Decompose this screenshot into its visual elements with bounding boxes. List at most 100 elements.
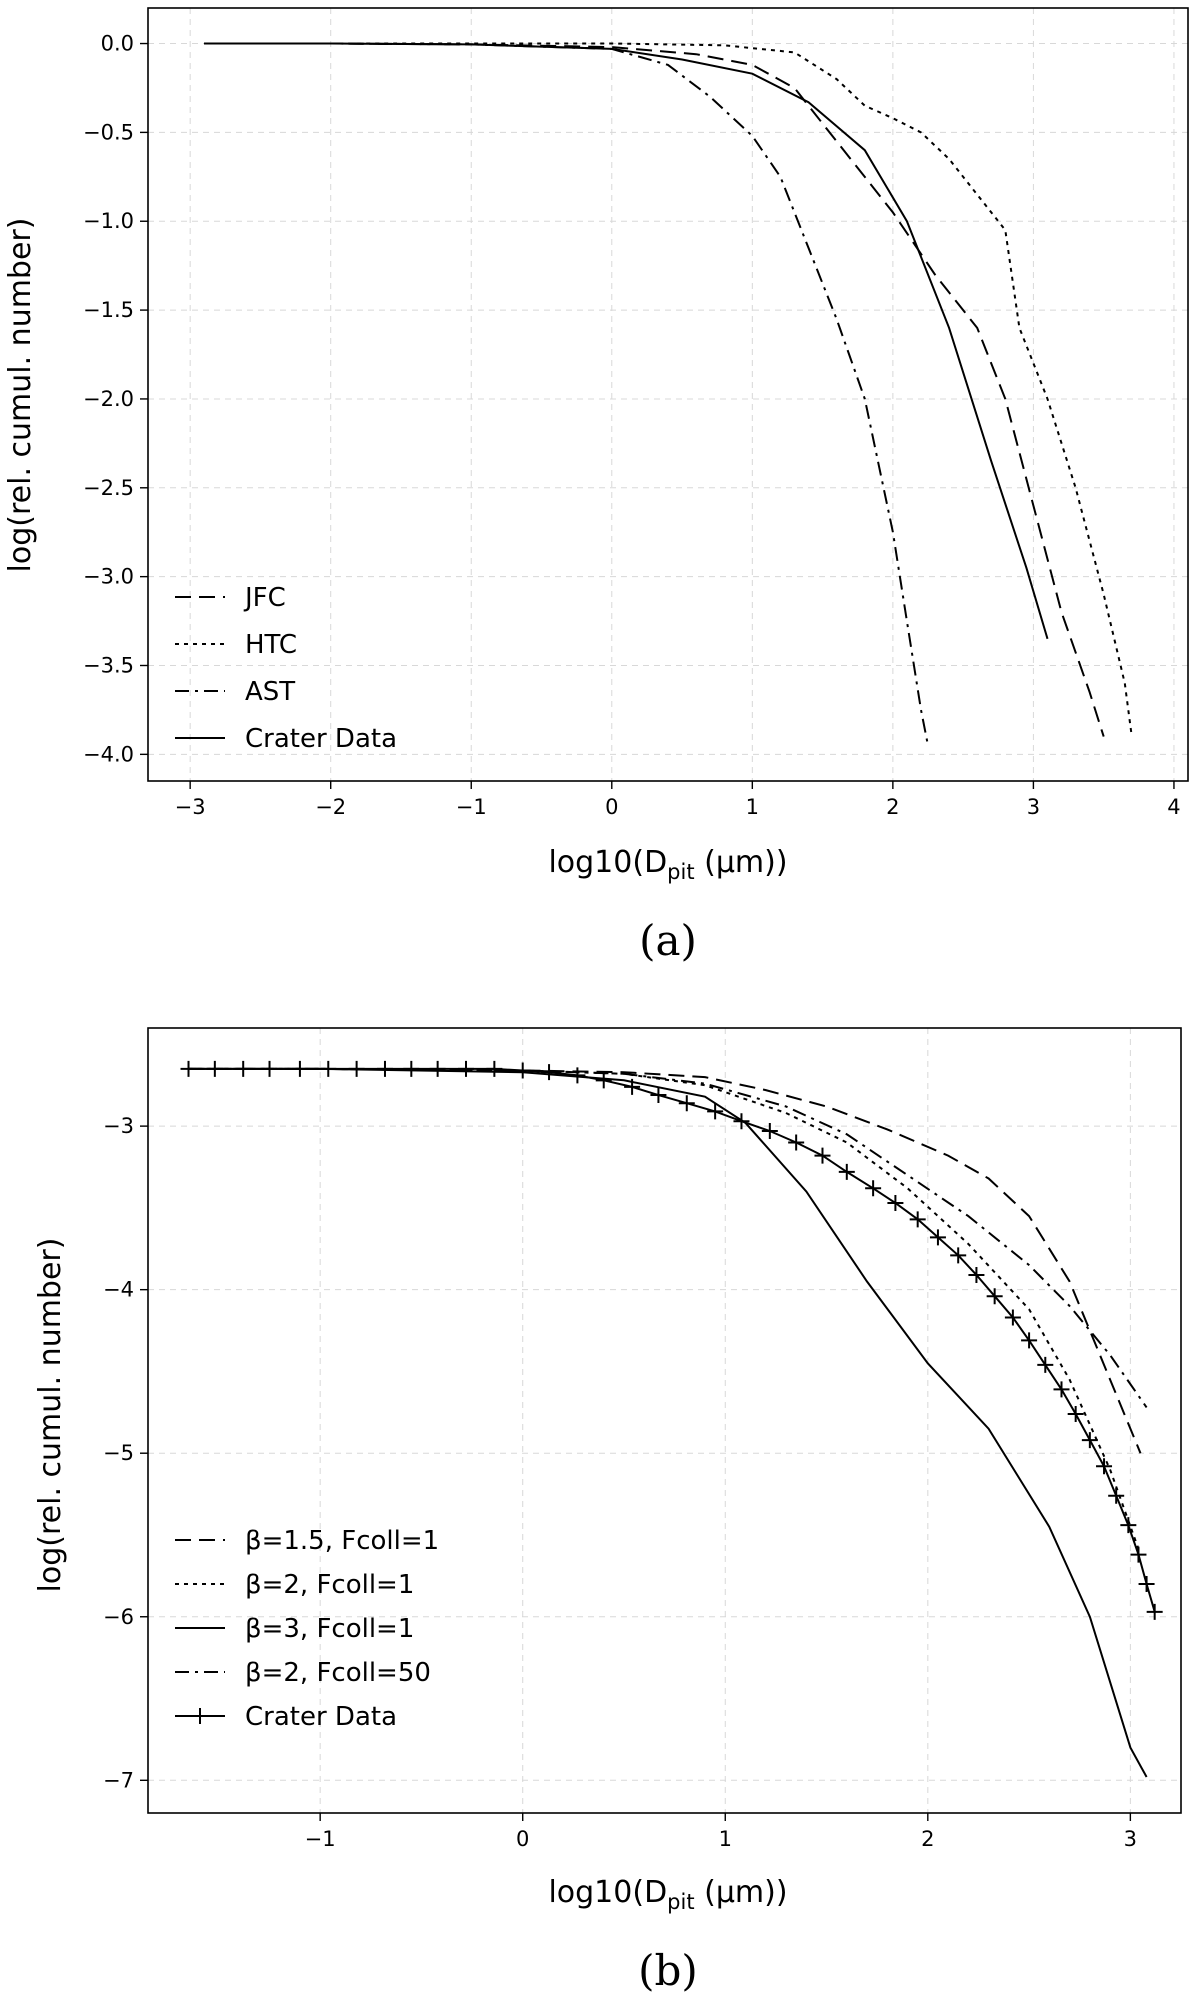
legend-marker: [192, 1708, 208, 1724]
x-tick-label: 2: [921, 1827, 934, 1851]
caption-a: (a): [639, 916, 697, 965]
crater-data-marker: [678, 1095, 695, 1112]
y-tick-label: −6: [103, 1605, 134, 1629]
x-tick-label: −2: [315, 795, 346, 819]
crater-data-marker: [403, 1060, 420, 1077]
crater-data-marker: [206, 1060, 223, 1077]
plot-frame-b: [147, 1027, 1182, 1814]
x-tick-label: 1: [746, 795, 759, 819]
x-axis-label-b: log10(Dpit (μm)): [548, 1875, 787, 1914]
crater-data-marker: [838, 1163, 855, 1180]
y-tick-label: −1.5: [83, 298, 134, 322]
crater-data-marker: [788, 1134, 805, 1151]
crater-data-marker: [180, 1060, 197, 1077]
grid-a: [148, 8, 1188, 781]
x-tick-label: 4: [1167, 795, 1180, 819]
legend-label: JFC: [243, 583, 286, 613]
crater-data-marker: [348, 1060, 365, 1077]
crater-data-marker: [1037, 1356, 1054, 1373]
x-tick-label: 3: [1027, 795, 1040, 819]
crater-data-marker: [429, 1060, 446, 1077]
y-tick-label: −4: [103, 1278, 134, 1302]
crater-data-marker: [986, 1288, 1003, 1305]
crater-data-marker: [376, 1060, 393, 1077]
crater-data-marker: [887, 1194, 904, 1211]
ticks-b: −1 0 1 2 3 −3 −4 −5 −6 −7: [103, 1114, 1137, 1851]
legend-label: HTC: [245, 630, 297, 660]
crater-data-marker: [814, 1147, 831, 1164]
crater-data-marker: [1081, 1432, 1098, 1449]
x-axis-label-a: log10(Dpit (μm)): [548, 845, 787, 884]
x-tick-label: 0: [605, 795, 618, 819]
series-line-3: [188, 1067, 1148, 1778]
series-b: [180, 1060, 1163, 1778]
legend-label: β=2, Fcoll=50: [245, 1658, 431, 1688]
crater-data-marker: [235, 1060, 252, 1077]
crater-data-marker: [569, 1067, 586, 1084]
crater-data-marker: [486, 1060, 503, 1077]
y-axis-label-b: log(rel. cumul. number): [33, 1238, 68, 1593]
y-tick-label: −0.5: [83, 120, 134, 144]
crater-data-marker: [1108, 1487, 1125, 1504]
crater-data-marker: [541, 1064, 558, 1081]
y-tick-label: −3.5: [83, 653, 134, 677]
panel-a: −3 −2 −1 0 1 2 3 4 0.0 −0.5 −1.0 −1.5 −2.0 −2.5 −3.0 −3…: [3, 7, 1189, 965]
legend-label: β=3, Fcoll=1: [245, 1614, 414, 1644]
crater-data-marker: [261, 1060, 278, 1077]
crater-data-marker: [624, 1078, 641, 1095]
y-tick-label: −3: [103, 1114, 134, 1138]
ticks-a: −3 −2 −1 0 1 2 3 4 0.0 −0.5 −1.0 −1.5 −2.0 −2.5 −3.0 −3…: [83, 32, 1181, 819]
crater-data-marker: [458, 1060, 475, 1077]
crater-data-marker: [1004, 1309, 1021, 1326]
y-axis-label-a: log(rel. cumul. number): [3, 218, 38, 573]
crater-data-marker: [1138, 1576, 1155, 1593]
caption-b: (b): [638, 1946, 698, 1995]
y-tick-label: −1.0: [83, 209, 134, 233]
crater-data-marker: [291, 1060, 308, 1077]
legend-b: β=1.5, Fcoll=1 β=2, Fcoll=1 β=3, Fcoll=1 β=…: [175, 1526, 439, 1732]
y-tick-label: −2.0: [83, 387, 134, 411]
x-tick-label: 3: [1124, 1827, 1137, 1851]
plot-frame-a: [147, 7, 1189, 782]
legend-label: Crater Data: [245, 724, 397, 754]
grid-b: [148, 1028, 1181, 1813]
crater-data-marker: [1130, 1546, 1147, 1563]
crater-data-marker: [320, 1060, 337, 1077]
crater-data-marker: [514, 1062, 531, 1079]
crater-data-marker: [909, 1211, 926, 1228]
legend-a: JFC HTC AST Crater Data: [175, 583, 397, 754]
series-a: [204, 42, 1133, 746]
crater-data-marker: [929, 1229, 946, 1246]
crater-data-marker: [595, 1072, 612, 1089]
series-line-4: [188, 1067, 1148, 1408]
crater-data-marker: [950, 1247, 967, 1264]
crater-data-marker: [761, 1123, 778, 1140]
series-line-4: [204, 42, 1049, 640]
x-tick-label: 0: [516, 1827, 529, 1851]
y-tick-label: −5: [103, 1441, 134, 1465]
legend-label: AST: [245, 677, 295, 707]
y-tick-label: −2.5: [83, 476, 134, 500]
panel-b: −1 0 1 2 3 −3 −4 −5 −6 −7 log10(Dpit (μm)) log(re…: [33, 1027, 1182, 1995]
crater-data-marker: [865, 1180, 882, 1197]
crater-data-marker: [1096, 1458, 1113, 1475]
crater-data-marker: [1146, 1603, 1163, 1620]
x-tick-label: −3: [175, 795, 206, 819]
x-tick-label: 2: [886, 795, 899, 819]
series-line-2: [204, 42, 1133, 737]
y-tick-label: 0.0: [101, 32, 134, 56]
x-tick-label: 1: [719, 1827, 732, 1851]
crater-data-marker: [1021, 1332, 1038, 1349]
x-tick-label: −1: [305, 1827, 336, 1851]
legend-label: β=2, Fcoll=1: [245, 1570, 414, 1600]
crater-data-marker: [1120, 1517, 1137, 1534]
y-tick-label: −4.0: [83, 742, 134, 766]
crater-data-marker: [1053, 1381, 1070, 1398]
crater-data-marker: [968, 1266, 985, 1283]
legend-label: Crater Data: [245, 1702, 397, 1732]
y-tick-label: −3.0: [83, 565, 134, 589]
crater-data-marker: [650, 1087, 667, 1104]
crater-data-marker: [733, 1113, 750, 1130]
legend-label: β=1.5, Fcoll=1: [245, 1526, 439, 1556]
